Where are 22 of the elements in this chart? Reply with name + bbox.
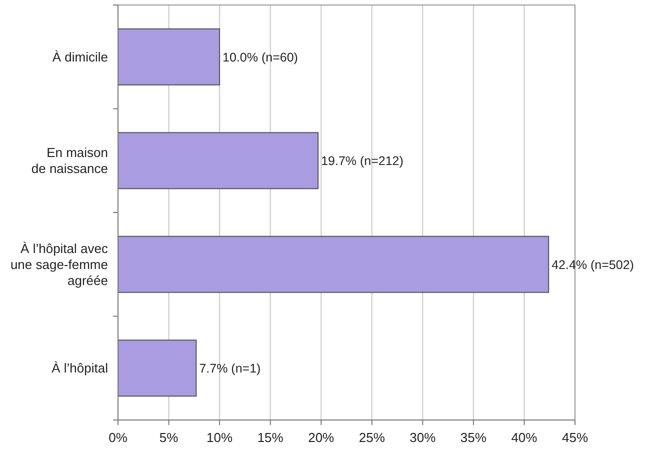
x-tick-label: 35%: [460, 430, 487, 445]
x-tick-label: 0%: [108, 430, 128, 445]
x-tick-label: 10%: [206, 430, 233, 445]
bar: [118, 340, 197, 397]
data-label: 7.7% (n=1): [199, 362, 261, 376]
bar: [118, 236, 550, 293]
x-tick-label: 30%: [410, 430, 436, 445]
x-tick-label: 20%: [308, 430, 335, 445]
y-tick-label: À l’hôpital: [52, 360, 108, 376]
x-tick-label: 5%: [159, 430, 179, 445]
y-tick-label: À dimicile: [52, 49, 108, 64]
x-tick-label: 45%: [562, 430, 588, 445]
x-tick-label: 25%: [358, 430, 386, 445]
y-tick-label: À l’hôpital avec une sage-femme agréée: [10, 240, 108, 288]
data-label: 19.7% (n=212): [321, 154, 404, 168]
y-tick-label: En maison de naissance: [31, 145, 108, 176]
x-tick-label: 40%: [511, 430, 538, 445]
data-label: 42.4% (n=502): [552, 258, 634, 272]
bar: [118, 132, 319, 190]
x-tick-label: 15%: [257, 430, 284, 445]
bar: [118, 28, 220, 86]
data-label: 10.0% (n=60): [222, 50, 298, 64]
